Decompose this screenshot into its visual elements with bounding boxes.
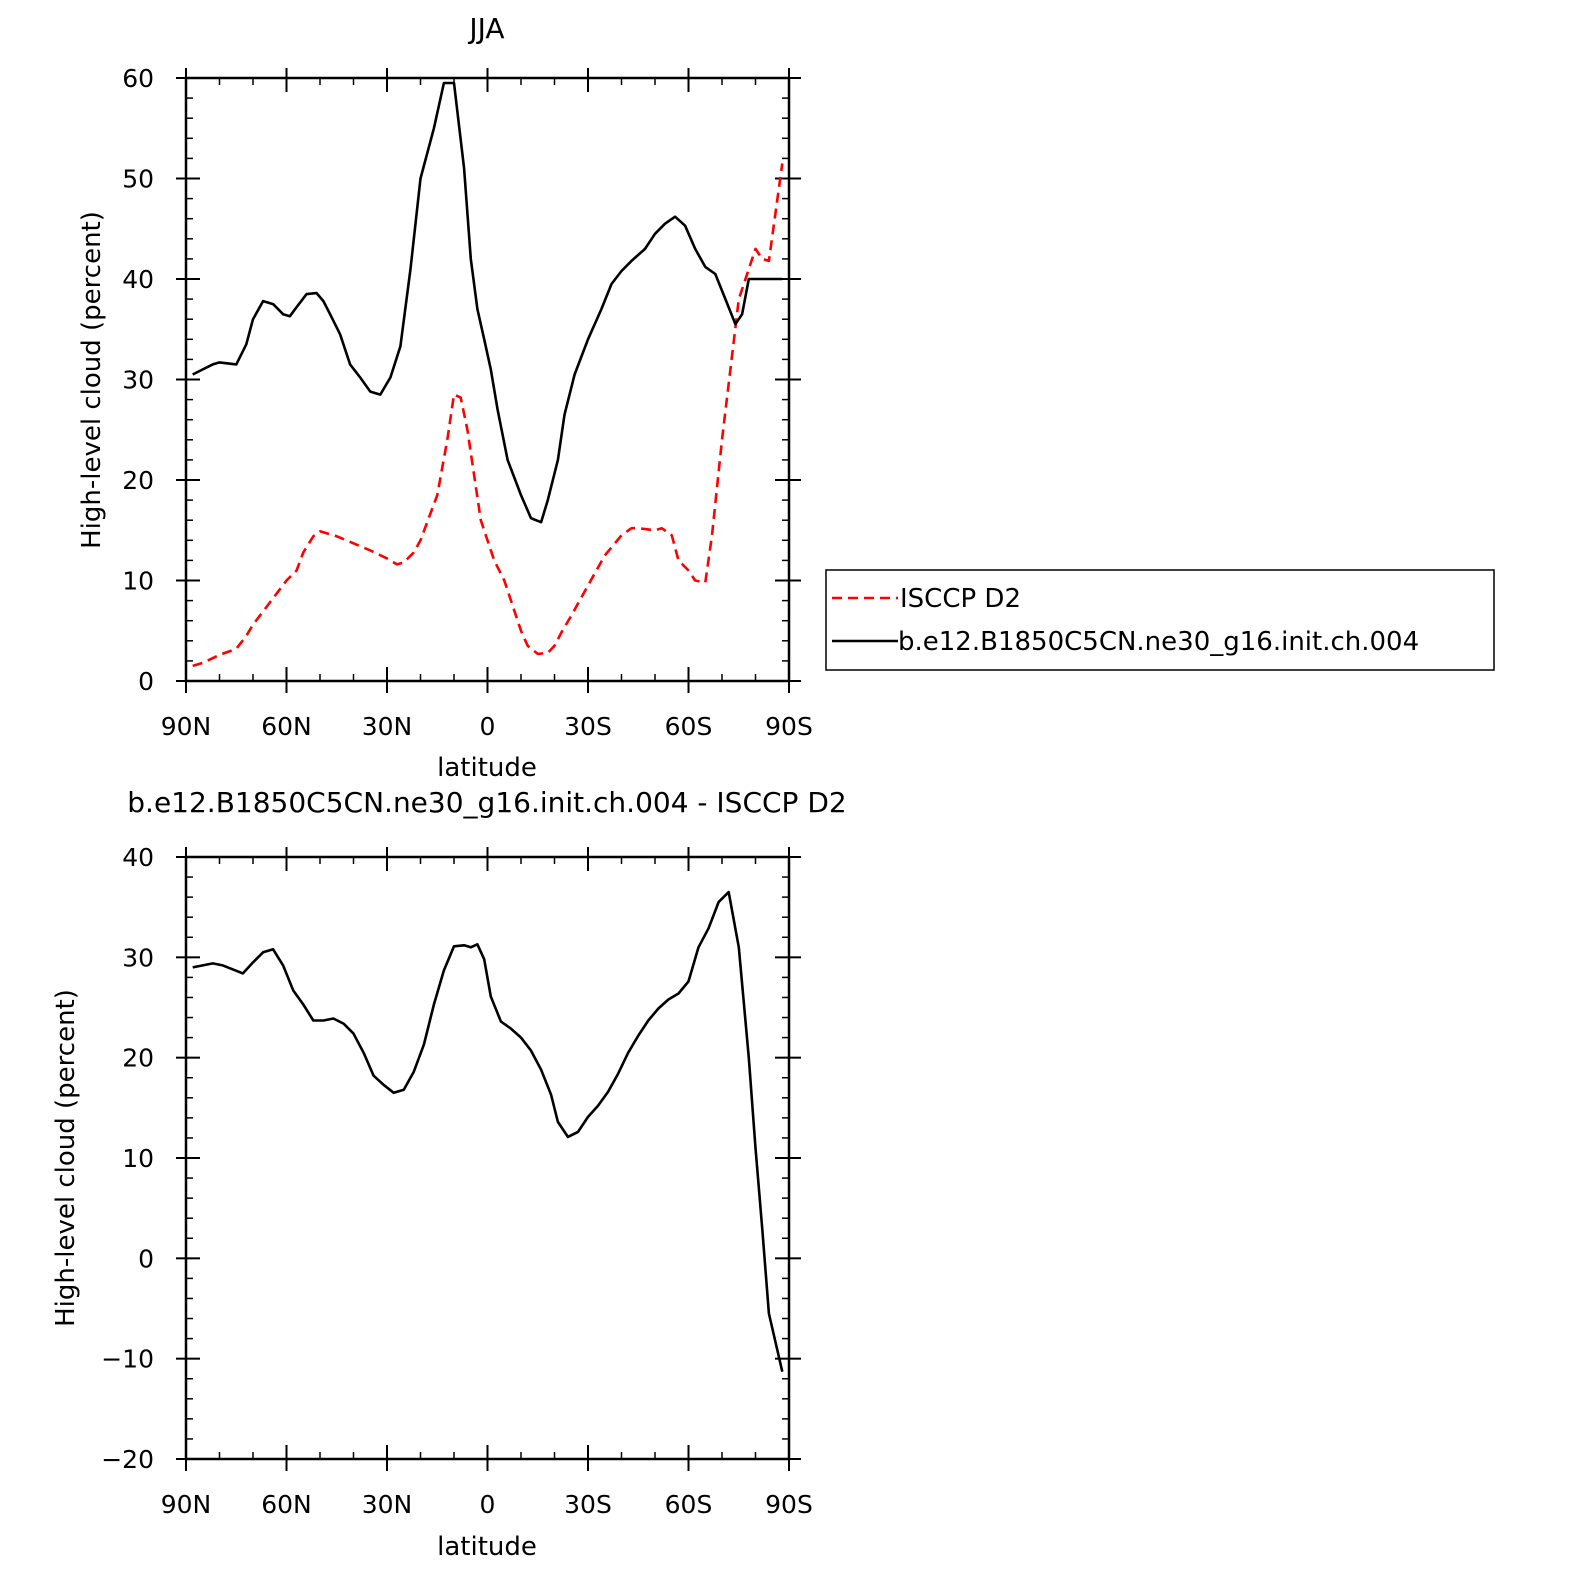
- y-tick-label: 10: [122, 567, 154, 596]
- y-tick-label: 50: [122, 165, 154, 194]
- bottom-x-axis-label: latitude: [437, 1532, 537, 1562]
- top-panel: JJA 0 10 20 30 40 50 60 90N 60N 30N 0 30S 60S 90S la…: [77, 12, 1495, 783]
- x-tick-label: 60N: [261, 1490, 312, 1519]
- top-series-group: [192, 81, 784, 668]
- x-tick-label: 0: [480, 712, 496, 741]
- x-tick-label: 30S: [564, 712, 612, 741]
- x-tick-label: 90S: [765, 712, 813, 741]
- top-x-axis-label: latitude: [437, 753, 537, 783]
- top-axis-ticks: [176, 68, 801, 693]
- bottom-x-tick-labels: 90N 60N 30N 0 30S 60S 90S: [161, 1490, 813, 1519]
- y-tick-label: 0: [138, 667, 154, 696]
- y-tick-label: −20: [101, 1445, 154, 1474]
- top-y-axis-label: High-level cloud (percent): [77, 211, 107, 549]
- x-tick-label: 30N: [362, 1490, 413, 1519]
- bottom-y-axis-label: High-level cloud (percent): [51, 989, 81, 1327]
- series-line-1-0: [192, 890, 784, 1372]
- bottom-y-tick-labels: −20 −10 0 10 20 30 40: [101, 843, 154, 1474]
- x-tick-label: 90N: [161, 712, 212, 741]
- y-tick-label: 40: [122, 843, 154, 872]
- y-tick-label: 0: [138, 1244, 154, 1273]
- bottom-panel: b.e12.B1850C5CN.ne30_g16.init.ch.004 - I…: [51, 786, 847, 1562]
- bottom-plot-frame: [184, 855, 791, 1461]
- legend: ISCCP D2 b.e12.B1850C5CN.ne30_g16.init.c…: [825, 569, 1495, 671]
- top-plot-frame: [184, 76, 791, 683]
- top-x-tick-labels: 90N 60N 30N 0 30S 60S 90S: [161, 712, 813, 741]
- x-tick-label: 60S: [665, 712, 713, 741]
- y-tick-label: 30: [122, 943, 154, 972]
- x-tick-label: 90N: [161, 1490, 212, 1519]
- series-line-0-0: [192, 163, 784, 668]
- x-tick-label: 0: [480, 1490, 496, 1519]
- y-tick-label: 60: [122, 64, 154, 93]
- y-tick-label: 10: [122, 1144, 154, 1173]
- x-tick-label: 60S: [665, 1490, 713, 1519]
- top-y-tick-labels: 0 10 20 30 40 50 60: [122, 64, 154, 696]
- x-tick-label: 30S: [564, 1490, 612, 1519]
- x-tick-label: 90S: [765, 1490, 813, 1519]
- bottom-series-group: [192, 890, 784, 1372]
- bottom-axis-ticks: [176, 847, 801, 1471]
- legend-label-isccp: ISCCP D2: [900, 584, 1021, 614]
- x-tick-label: 30N: [362, 712, 413, 741]
- bottom-chart-title: b.e12.B1850C5CN.ne30_g16.init.ch.004 - I…: [127, 786, 846, 819]
- y-tick-label: 30: [122, 366, 154, 395]
- top-chart-title: JJA: [467, 12, 504, 45]
- y-tick-label: −10: [101, 1345, 154, 1374]
- x-tick-label: 60N: [261, 712, 312, 741]
- y-tick-label: 40: [122, 265, 154, 294]
- legend-box: [825, 569, 1495, 671]
- legend-label-model: b.e12.B1850C5CN.ne30_g16.init.ch.004: [898, 627, 1419, 657]
- y-tick-label: 20: [122, 466, 154, 495]
- series-line-0-1: [192, 81, 783, 524]
- y-tick-label: 20: [122, 1044, 154, 1073]
